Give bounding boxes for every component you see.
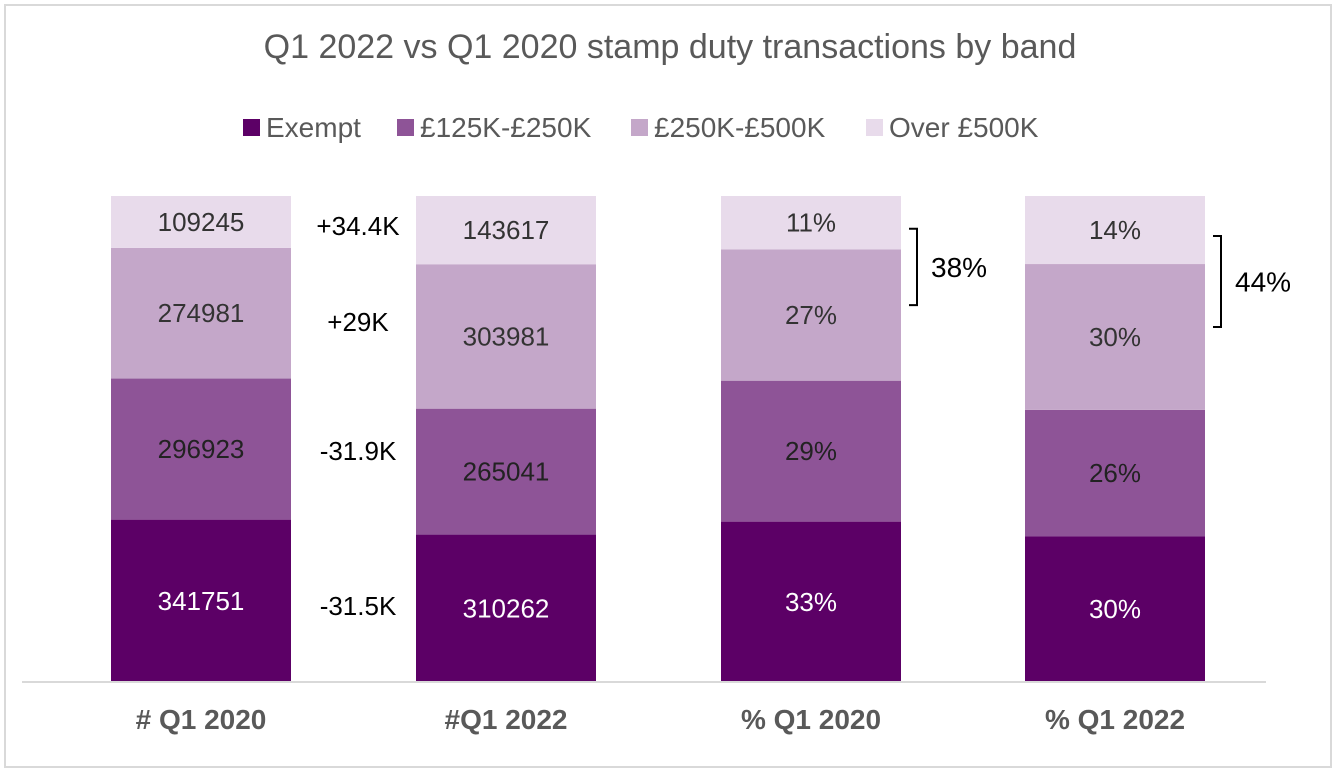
legend-label-over-500k: Over £500K [889, 112, 1039, 143]
difference-label-1: +34.4K [316, 211, 400, 241]
bar-segment-125k-250k-2 [416, 408, 596, 535]
bar-segment-over-500k-4 [1025, 196, 1205, 265]
bar-segment-250k-500k-3 [721, 249, 901, 381]
data-label-125k-250k-1: 296923 [158, 434, 245, 464]
category-label-4: % Q1 2022 [1045, 704, 1185, 735]
data-label-exempt-1: 341751 [158, 586, 245, 616]
data-label-250k-500k-1: 274981 [158, 298, 245, 328]
data-label-125k-250k-2: 265041 [463, 457, 550, 487]
data-label-250k-500k-2: 303981 [463, 321, 550, 351]
legend-swatch-exempt [243, 119, 260, 136]
bar-segment-125k-250k-1 [111, 378, 291, 520]
legend-label-exempt: Exempt [266, 112, 361, 143]
category-label-3: % Q1 2020 [741, 704, 881, 735]
bar-segment-exempt-1 [111, 519, 291, 682]
chart-title: Q1 2022 vs Q1 2020 stamp duty transactio… [264, 28, 1077, 66]
chart-frame [4, 4, 1332, 768]
bar-segment-over-500k-1 [111, 196, 291, 248]
data-label-250k-500k-4: 30% [1089, 322, 1141, 352]
legend-swatch-over-500k [866, 119, 883, 136]
data-label-250k-500k-3: 27% [785, 300, 837, 330]
bar-segment-over-500k-2 [416, 196, 596, 265]
data-label-125k-250k-3: 29% [785, 436, 837, 466]
legend: Exempt £125K-£250K £250K-£500K Over £500K [243, 112, 1039, 143]
data-label-125k-250k-4: 26% [1089, 458, 1141, 488]
bracket-2 [1213, 235, 1222, 328]
difference-label-4: -31.5K [320, 591, 397, 621]
annotations: +34.4K +29K -31.9K -31.5K 38% 44% [316, 211, 1291, 621]
bar-segment-125k-250k-3 [721, 380, 901, 522]
legend-label-250k-500k: £250K-£500K [654, 112, 826, 143]
data-label-over-500k-4: 14% [1089, 215, 1141, 245]
bar-segment-250k-500k-2 [416, 264, 596, 409]
legend-label-125k-250k: £125K-£250K [420, 112, 592, 143]
bar-segment-250k-500k-4 [1025, 264, 1205, 410]
bar-segment-exempt-3 [721, 521, 901, 682]
data-label-over-500k-2: 143617 [463, 215, 550, 245]
bracket-total-label-2: 44% [1235, 266, 1291, 297]
bar-segment-125k-250k-4 [1025, 409, 1205, 537]
category-labels: # Q1 2020 #Q1 2022 % Q1 2020 % Q1 2022 [136, 704, 1185, 735]
category-label-1: # Q1 2020 [136, 704, 267, 735]
difference-label-2: +29K [327, 307, 389, 337]
difference-label-3: -31.9K [320, 436, 397, 466]
category-label-2: #Q1 2022 [445, 704, 568, 735]
data-label-exempt-4: 30% [1089, 594, 1141, 624]
data-label-over-500k-1: 109245 [158, 207, 245, 237]
bar-segment-over-500k-3 [721, 196, 901, 250]
bar-segment-exempt-4 [1025, 536, 1205, 682]
bracket-total-label-1: 38% [931, 252, 987, 283]
data-label-exempt-2: 310262 [463, 593, 550, 623]
bars: 341751 296923 274981 109245 310262 265041 3039… [111, 196, 1205, 682]
legend-swatch-250k-500k [631, 119, 648, 136]
legend-swatch-125k-250k [397, 119, 414, 136]
bar-segment-exempt-2 [416, 534, 596, 682]
bracket-1 [909, 227, 918, 307]
data-label-exempt-3: 33% [785, 587, 837, 617]
data-label-over-500k-3: 11% [786, 208, 836, 238]
bar-segment-250k-500k-1 [111, 247, 291, 379]
